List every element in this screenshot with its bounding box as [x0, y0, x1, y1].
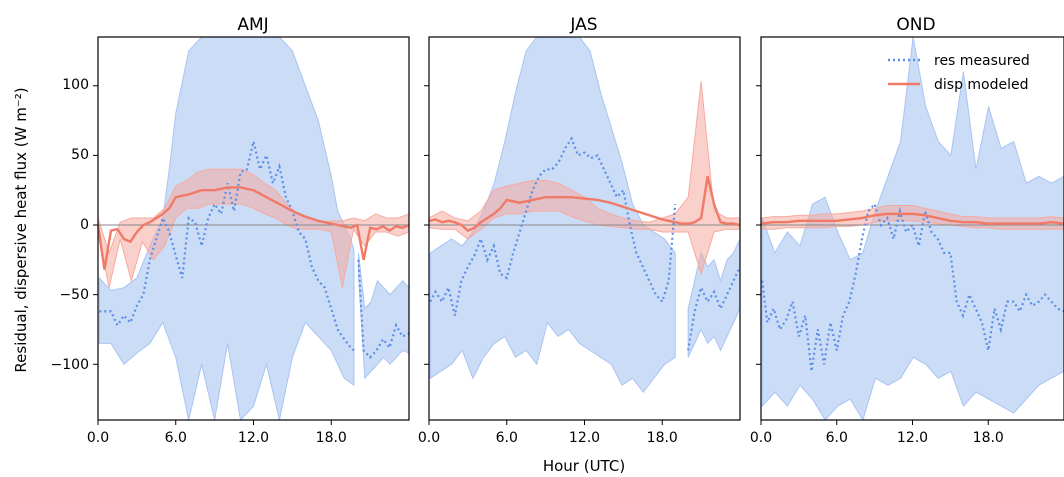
x-tick-label: 0.0 [87, 430, 109, 446]
series-line-disp-modeled [98, 186, 409, 270]
measured-spread-band [98, 37, 355, 420]
x-tick-label: 12.0 [238, 430, 269, 446]
y-tick-label: 50 [71, 147, 89, 163]
x-tick-label: 12.0 [569, 430, 600, 446]
series-line-res-measured [687, 266, 740, 351]
panel-title-jas: JAS [569, 15, 597, 35]
series-line-disp-modeled [761, 212, 1064, 225]
x-tick-label: 6.0 [496, 430, 518, 446]
y-tick-label: −100 [51, 357, 89, 373]
plot-area [761, 37, 1064, 420]
panel-title-amj: AMJ [237, 15, 268, 35]
plot-area [98, 37, 409, 420]
series-line-res-measured [99, 141, 355, 352]
plot-area [429, 37, 740, 393]
measured-spread-band [357, 252, 409, 380]
x-axis-label: Hour (UTC) [543, 457, 625, 475]
series-line-res-measured [761, 201, 1064, 372]
x-tick-label: 0.0 [750, 430, 772, 446]
legend-label-res-measured: res measured [934, 53, 1030, 69]
y-axis-label: Residual, dispersive heat flux (W m⁻²) [12, 87, 30, 372]
y-tick-label: −50 [59, 287, 89, 303]
y-tick-label: 0 [80, 217, 89, 233]
panel-title-ond: OND [896, 15, 935, 35]
series-line-res-measured [429, 136, 677, 316]
series-line-disp-modeled [429, 176, 740, 232]
x-tick-label: 18.0 [316, 430, 347, 446]
y-tick-labels: −100 −50 0 50 100 [51, 77, 89, 373]
legend-label-disp-modeled: disp modeled [934, 77, 1029, 93]
modeled-spread-band [429, 81, 740, 276]
x-tick-label: 18.0 [647, 430, 678, 446]
measured-spread-band [429, 37, 676, 393]
legend: res measured disp modeled [888, 53, 1030, 93]
y-tick-label: 100 [62, 77, 89, 93]
x-tick-label: 18.0 [973, 430, 1004, 446]
panel-ond: OND 0.0 6.0 12.0 18.0 [750, 15, 1064, 446]
panel-amj: AMJ 0.0 6.0 12.0 18.0 [87, 15, 410, 446]
x-tick-label: 6.0 [165, 430, 187, 446]
x-tick-label: 0.0 [418, 430, 440, 446]
x-tick-label: 6.0 [826, 430, 848, 446]
panel-jas: JAS 0.0 6.0 12.0 18.0 [418, 15, 741, 446]
x-tick-label: 12.0 [897, 430, 928, 446]
